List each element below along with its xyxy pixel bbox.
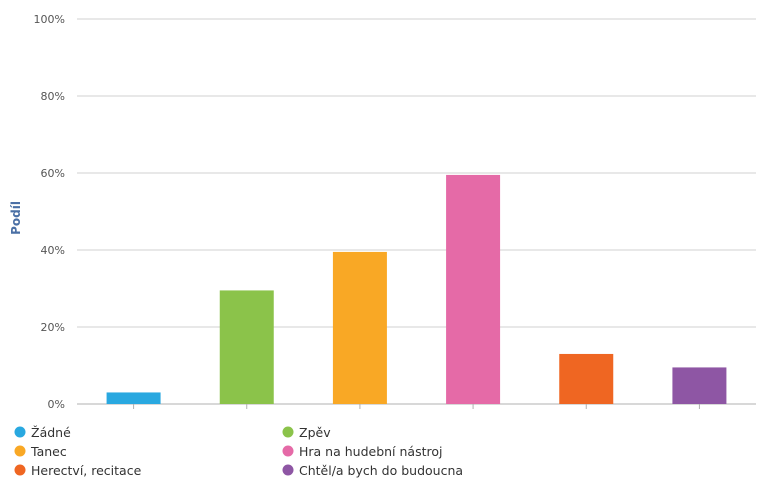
legend-marker <box>282 426 294 438</box>
legend-label: Hra na hudební nástroj <box>299 444 442 459</box>
legend-marker <box>14 445 26 457</box>
bars <box>106 174 727 404</box>
bar <box>672 367 727 404</box>
legend-label: Tanec <box>30 444 67 459</box>
y-axis-ticks: 0% 20% 40% 60% 80% 100% <box>34 13 65 411</box>
legend-label: Zpěv <box>299 425 331 440</box>
legend: Žádné Zpěv Tanec Hra na hudební nástroj Here… <box>14 425 463 478</box>
y-tick-label: 100% <box>34 13 65 26</box>
legend-marker <box>14 426 26 438</box>
bar <box>446 174 501 404</box>
legend-label: Herectví, recitace <box>31 463 142 478</box>
bar <box>106 392 161 404</box>
y-axis-label: Podíl <box>9 201 23 235</box>
bar <box>559 353 614 404</box>
y-tick-label: 60% <box>41 167 65 180</box>
bar <box>219 290 274 404</box>
y-tick-label: 20% <box>41 321 65 334</box>
legend-marker <box>14 464 26 476</box>
x-axis-ticks <box>133 404 700 409</box>
bar <box>332 251 387 404</box>
y-tick-label: 0% <box>48 398 65 411</box>
legend-marker <box>282 464 294 476</box>
legend-label: Žádné <box>31 425 71 440</box>
y-tick-label: 40% <box>41 244 65 257</box>
y-tick-label: 80% <box>41 90 65 103</box>
legend-marker <box>282 445 294 457</box>
grid-lines <box>77 18 756 405</box>
legend-label: Chtěl/a bych do budoucna <box>299 463 463 478</box>
